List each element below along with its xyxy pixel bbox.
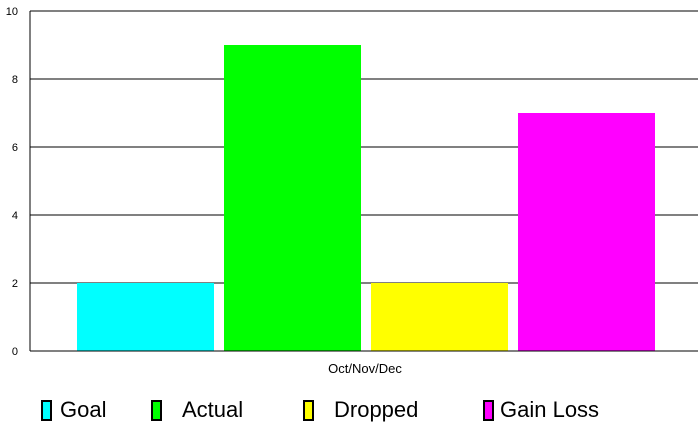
bars <box>77 45 655 351</box>
legend-label-actual: Actual <box>182 397 244 422</box>
legend-label-gain-loss: Gain Loss <box>500 397 600 422</box>
bar-dropped <box>371 283 508 351</box>
legend-item-goal: Goal <box>41 393 106 427</box>
y-tick-label: 6 <box>12 142 18 154</box>
bar-chart: 0 2 4 6 8 10 Oct/Nov/Dec <box>6 6 698 376</box>
axes <box>29 11 698 352</box>
legend-label-dropped: Dropped <box>334 397 419 422</box>
legend-swatch-dropped <box>303 399 314 421</box>
y-tick-label: 10 <box>6 6 18 18</box>
legend-swatch-actual <box>151 399 162 421</box>
x-category-label: Oct/Nov/Dec <box>328 361 402 376</box>
legend: Goal Actual Dropped Gain Loss <box>0 393 698 427</box>
legend-swatch-goal <box>41 399 52 421</box>
legend-swatch-gain-loss <box>483 399 494 421</box>
legend-item-gain-loss: Gain Loss <box>483 393 599 427</box>
legend-item-actual: Actual <box>151 393 243 427</box>
y-tick-label: 8 <box>12 74 18 86</box>
y-tick-label: 4 <box>12 210 18 222</box>
legend-label-goal: Goal <box>60 397 107 422</box>
y-tick-labels: 0 2 4 6 8 10 <box>6 6 18 358</box>
bar-actual <box>224 45 361 351</box>
legend-item-dropped: Dropped <box>303 393 418 427</box>
bar-goal <box>77 283 214 351</box>
bar-gain-loss <box>518 113 655 351</box>
y-tick-label: 0 <box>12 346 18 358</box>
y-tick-label: 2 <box>12 278 18 290</box>
